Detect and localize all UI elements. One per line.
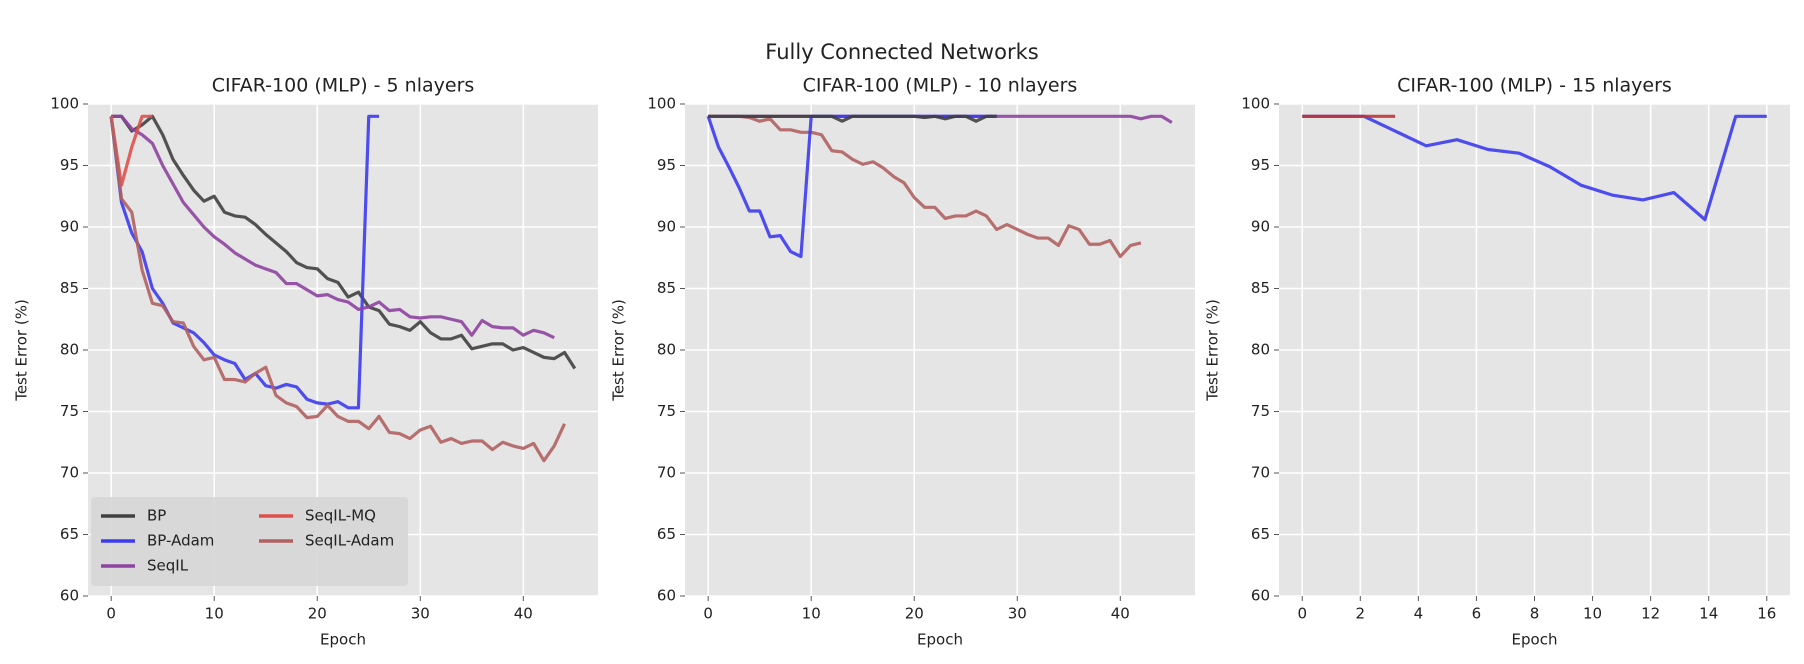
x-tick-label: 2 (1356, 605, 1366, 623)
x-tick-label: 10 (1583, 605, 1602, 623)
series-line (111, 114, 577, 370)
legend-box (91, 497, 408, 586)
y-tick-label: 65 (1251, 525, 1270, 543)
y-tick-label: 70 (657, 464, 676, 482)
y-tick-label: 85 (60, 279, 79, 297)
x-tick-label: 14 (1699, 605, 1718, 623)
y-tick-label: 100 (1241, 95, 1270, 113)
legend-label: SeqIL (147, 557, 189, 575)
y-axis-label: Test Error (%) (1204, 299, 1222, 402)
y-tick-label: 80 (1251, 341, 1270, 359)
y-tick-label: 60 (1251, 587, 1270, 605)
series-line (708, 114, 1142, 259)
y-tick-label: 65 (657, 525, 676, 543)
y-tick-label: 70 (60, 464, 79, 482)
y-tick-label: 80 (60, 341, 79, 359)
y-tick-label: 90 (60, 218, 79, 236)
series-line (708, 114, 997, 123)
x-tick-label: 10 (205, 605, 224, 623)
y-tick-label: 75 (60, 402, 79, 420)
y-tick-label: 95 (1251, 156, 1270, 174)
legend-label: BP (147, 507, 166, 525)
y-tick-label: 80 (657, 341, 676, 359)
y-tick-label: 85 (1251, 279, 1270, 297)
x-tick-label: 0 (1297, 605, 1307, 623)
y-tick-label: 75 (1251, 402, 1270, 420)
y-tick-label: 65 (60, 525, 79, 543)
chart-title: CIFAR-100 (MLP) - 15 nlayers (1397, 75, 1672, 97)
x-tick-label: 0 (106, 605, 116, 623)
y-tick-label: 90 (657, 218, 676, 236)
y-axis-label: Test Error (%) (610, 299, 628, 402)
y-tick-label: 75 (657, 402, 676, 420)
y-tick-label: 95 (60, 156, 79, 174)
x-axis-label: Epoch (917, 631, 963, 649)
legend-label: SeqIL-MQ (305, 507, 376, 525)
series-line (1302, 114, 1767, 222)
figure-title: Fully Connected Networks (765, 40, 1038, 64)
x-axis-label: Epoch (1512, 631, 1558, 649)
x-tick-label: 30 (1008, 605, 1027, 623)
legend-label: BP-Adam (147, 532, 214, 550)
x-axis-label: Epoch (320, 631, 366, 649)
y-axis-label: Test Error (%) (13, 299, 31, 402)
chart-title: CIFAR-100 (MLP) - 5 nlayers (212, 75, 475, 97)
series-line (109, 116, 566, 463)
x-tick-label: 6 (1472, 605, 1482, 623)
chart-title: CIFAR-100 (MLP) - 10 nlayers (803, 75, 1078, 97)
y-tick-label: 70 (1251, 464, 1270, 482)
x-tick-label: 40 (514, 605, 533, 623)
x-tick-label: 20 (308, 605, 327, 623)
y-tick-label: 60 (60, 587, 79, 605)
x-tick-label: 16 (1757, 605, 1776, 623)
x-tick-label: 30 (411, 605, 430, 623)
series-line (109, 114, 380, 410)
y-tick-label: 100 (50, 95, 79, 113)
y-tick-label: 60 (657, 587, 676, 605)
x-tick-label: 0 (703, 605, 713, 623)
x-tick-label: 10 (802, 605, 821, 623)
x-tick-label: 8 (1530, 605, 1540, 623)
series-line (111, 114, 555, 340)
y-tick-label: 95 (657, 156, 676, 174)
x-tick-label: 4 (1414, 605, 1424, 623)
y-tick-label: 85 (657, 279, 676, 297)
y-tick-label: 100 (647, 95, 676, 113)
x-tick-label: 20 (905, 605, 924, 623)
y-tick-label: 90 (1251, 218, 1270, 236)
x-tick-label: 40 (1111, 605, 1130, 623)
legend-label: SeqIL-Adam (305, 532, 394, 550)
x-tick-label: 12 (1641, 605, 1660, 623)
